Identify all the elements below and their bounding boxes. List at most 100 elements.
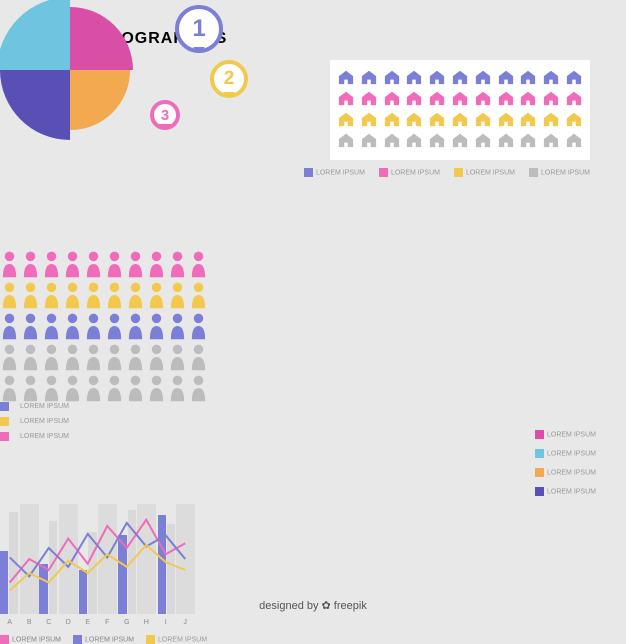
bubble-legend-panel: LOREM IPSUMLOREM IPSUMLOREM IPSUM123 — [0, 402, 260, 441]
pie-legend: LOREM IPSUMLOREM IPSUMLOREM IPSUMLOREM I… — [535, 430, 596, 506]
person-icon — [84, 250, 103, 278]
house-icon — [496, 131, 516, 149]
person-icon — [168, 312, 187, 340]
person-icon — [63, 250, 82, 278]
person-icon — [42, 281, 61, 309]
house-icon — [336, 131, 356, 149]
bubble-marker: 1 — [175, 5, 223, 53]
people-pictogram — [0, 250, 215, 402]
person-icon — [126, 250, 145, 278]
house-icon — [359, 68, 379, 86]
person-icon — [42, 312, 61, 340]
person-icon — [189, 250, 208, 278]
house-icon — [519, 110, 539, 128]
bubble-marker: 3 — [150, 100, 180, 130]
person-icon — [147, 312, 166, 340]
house-icon — [427, 89, 447, 107]
house-icon — [541, 68, 561, 86]
person-icon — [126, 281, 145, 309]
person-icon — [126, 343, 145, 371]
person-icon — [0, 281, 19, 309]
person-icon — [0, 374, 19, 402]
houses-pictogram — [330, 60, 590, 160]
person-icon — [189, 281, 208, 309]
person-icon — [63, 374, 82, 402]
person-icon — [105, 250, 124, 278]
house-icon — [473, 110, 493, 128]
person-icon — [21, 281, 40, 309]
house-icon — [541, 110, 561, 128]
footer-credit: designed by ✿ freepik — [0, 599, 626, 612]
person-icon — [42, 374, 61, 402]
person-icon — [42, 343, 61, 371]
person-icon — [21, 374, 40, 402]
person-icon — [84, 312, 103, 340]
house-icon — [382, 68, 402, 86]
person-icon — [105, 312, 124, 340]
house-icon — [336, 110, 356, 128]
house-icon — [541, 131, 561, 149]
house-icon — [473, 89, 493, 107]
person-icon — [0, 312, 19, 340]
house-icon — [519, 89, 539, 107]
house-icon — [359, 89, 379, 107]
house-icon — [496, 110, 516, 128]
person-icon — [21, 343, 40, 371]
person-icon — [42, 250, 61, 278]
person-icon — [105, 343, 124, 371]
house-icon — [427, 131, 447, 149]
house-icon — [336, 89, 356, 107]
house-icon — [564, 110, 584, 128]
house-icon — [404, 131, 424, 149]
house-icon — [336, 68, 356, 86]
house-icon — [382, 89, 402, 107]
person-icon — [168, 343, 187, 371]
house-icon — [519, 68, 539, 86]
house-icon — [519, 131, 539, 149]
house-icon — [450, 89, 470, 107]
house-icon — [450, 68, 470, 86]
person-icon — [126, 374, 145, 402]
house-icon — [359, 110, 379, 128]
house-icon — [541, 89, 561, 107]
person-icon — [84, 343, 103, 371]
person-icon — [147, 250, 166, 278]
house-icon — [404, 68, 424, 86]
person-icon — [126, 312, 145, 340]
person-icon — [21, 250, 40, 278]
person-icon — [63, 312, 82, 340]
house-icon — [450, 110, 470, 128]
house-icon — [359, 131, 379, 149]
person-icon — [168, 281, 187, 309]
house-icon — [564, 89, 584, 107]
person-icon — [147, 281, 166, 309]
bubble-marker: 2 — [210, 60, 248, 98]
house-icon — [450, 131, 470, 149]
person-icon — [105, 281, 124, 309]
person-icon — [147, 374, 166, 402]
house-icon — [496, 68, 516, 86]
house-icon — [382, 110, 402, 128]
line-chart-xaxis: ABCDEFGHIJ — [0, 619, 195, 626]
house-icon — [382, 131, 402, 149]
line-chart-legend: LOREM IPSUMLOREM IPSUMLOREM IPSUM — [0, 635, 207, 644]
house-icon — [473, 68, 493, 86]
house-icon — [564, 131, 584, 149]
house-icon — [427, 110, 447, 128]
person-icon — [21, 312, 40, 340]
house-icon — [473, 131, 493, 149]
person-icon — [105, 374, 124, 402]
house-icon — [404, 89, 424, 107]
person-icon — [189, 343, 208, 371]
person-icon — [0, 343, 19, 371]
person-icon — [168, 250, 187, 278]
person-icon — [189, 374, 208, 402]
houses-legend: LOREM IPSUMLOREM IPSUMLOREM IPSUMLOREM I… — [304, 168, 590, 177]
person-icon — [0, 250, 19, 278]
person-icon — [168, 374, 187, 402]
person-icon — [63, 281, 82, 309]
person-icon — [63, 343, 82, 371]
person-icon — [189, 312, 208, 340]
person-icon — [84, 281, 103, 309]
house-icon — [427, 68, 447, 86]
